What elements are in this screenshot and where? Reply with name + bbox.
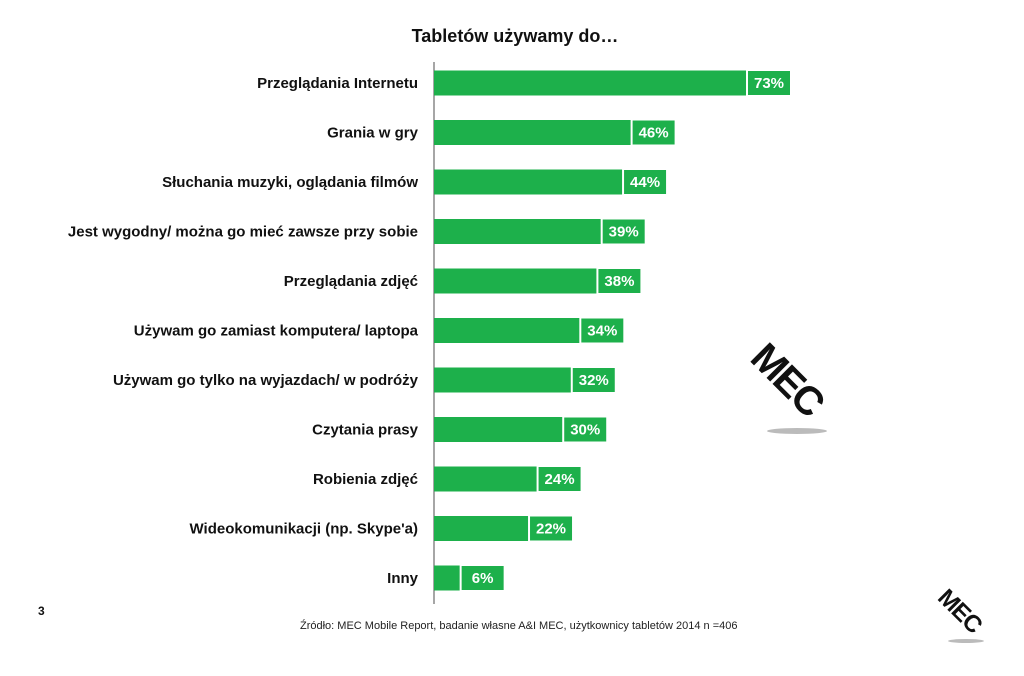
bars-group: 73% Przeglądania Internetu 46% Grania w gry… (68, 70, 790, 591)
svg-text:MEC: MEC (742, 335, 832, 426)
bar (434, 367, 571, 393)
value-label: 39% (609, 224, 639, 241)
mec-logo-icon: MEC (742, 335, 832, 434)
value-label: 6% (472, 570, 494, 587)
value-label: 44% (630, 174, 660, 191)
value-label-box (461, 566, 504, 590)
mec-logo-small-icon: MEC (932, 584, 987, 643)
value-label: 22% (536, 521, 566, 538)
value-label-box (632, 120, 675, 145)
value-label-box (581, 318, 624, 343)
source-note: Źródło: MEC Mobile Report, badanie własn… (300, 620, 738, 632)
bar (434, 565, 460, 591)
value-label: 32% (579, 372, 609, 389)
value-label-box (572, 368, 615, 392)
value-label: 34% (587, 323, 617, 340)
value-label-box (538, 467, 581, 491)
bar (434, 417, 563, 442)
category-label: Słuchania muzyki, oglądania filmów (162, 174, 418, 191)
value-label: 38% (604, 273, 634, 290)
value-label-box (530, 516, 573, 541)
svg-text:MEC: MEC (932, 584, 987, 639)
value-label: 30% (570, 422, 600, 439)
category-label: Jest wygodny/ można go mieć zawsze przy … (68, 224, 418, 241)
category-label: Przeglądania Internetu (257, 75, 418, 92)
value-label: 24% (545, 471, 575, 488)
category-label: Robienia zdjęć (313, 471, 418, 488)
bar (434, 318, 580, 343)
value-label-box (602, 219, 645, 244)
bar (434, 169, 623, 195)
chart-title: Tabletów używamy do… (411, 26, 619, 46)
bar (434, 120, 631, 145)
bar (434, 466, 537, 492)
value-label-box (564, 417, 607, 442)
bar (434, 70, 746, 96)
page-number: 3 (38, 604, 45, 618)
bar (434, 268, 597, 294)
bar (434, 516, 529, 541)
category-label: Używam go tylko na wyjazdach/ w podróży (113, 372, 419, 389)
value-label-box (748, 71, 790, 95)
category-label: Wideokomunikacji (np. Skype'a) (190, 521, 418, 538)
category-label: Używam go zamiast komputera/ laptopa (134, 323, 419, 340)
bar (434, 219, 601, 244)
category-label: Przeglądania zdjęć (284, 273, 418, 290)
value-label-box (624, 170, 667, 194)
category-label: Inny (387, 570, 418, 587)
category-label: Grania w gry (327, 125, 419, 142)
category-label: Czytania prasy (312, 422, 419, 439)
value-label: 73% (754, 75, 784, 92)
value-label-box (598, 269, 641, 293)
value-label: 46% (639, 125, 669, 142)
